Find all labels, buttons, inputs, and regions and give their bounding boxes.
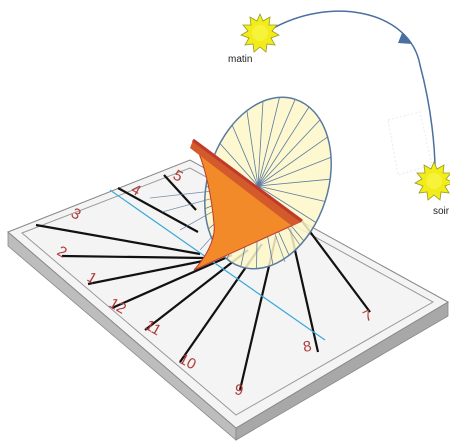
sun-path-arrow-icon	[398, 33, 412, 44]
hour-10: 10	[176, 351, 199, 374]
dial-ray	[257, 156, 332, 187]
sun-path-arc	[269, 10, 436, 171]
hour-11: 11	[142, 317, 164, 340]
hour-line-2	[61, 254, 206, 260]
gnomon-shadow-side	[190, 140, 300, 226]
dial-ray	[257, 97, 280, 187]
plate-inner-border	[21, 167, 435, 416]
hour-line-12	[111, 253, 233, 310]
dial-ray	[257, 99, 296, 187]
dial-ray	[257, 101, 264, 187]
dial-ray	[257, 185, 326, 202]
evening-sun-icon	[414, 160, 450, 201]
dial-ray	[231, 124, 259, 187]
hour-line-1	[87, 256, 219, 286]
morning-sun-icon	[240, 12, 280, 53]
dial-ray	[219, 143, 259, 187]
ghost-sundial	[387, 111, 433, 176]
dial-ray	[257, 178, 331, 187]
gnomon-style-edge	[192, 138, 303, 223]
dial-ray	[257, 136, 328, 187]
hour-line-7	[301, 220, 371, 313]
dial-ray	[257, 119, 321, 187]
gnomon-body	[192, 139, 301, 271]
evening-label: soir	[433, 206, 450, 217]
dial-ray	[246, 110, 259, 187]
hour-line-3	[35, 223, 201, 256]
noon-line	[109, 189, 326, 341]
hour-8: 8	[302, 338, 313, 356]
hour-line-11	[144, 249, 249, 331]
gnomon	[190, 138, 303, 271]
hour-line-4	[117, 187, 199, 233]
morning-label: matin	[228, 54, 252, 65]
dial-ray	[257, 185, 317, 223]
dial-ray	[257, 106, 310, 187]
hour-12: 12	[106, 295, 129, 318]
hour-9: 9	[233, 381, 244, 399]
